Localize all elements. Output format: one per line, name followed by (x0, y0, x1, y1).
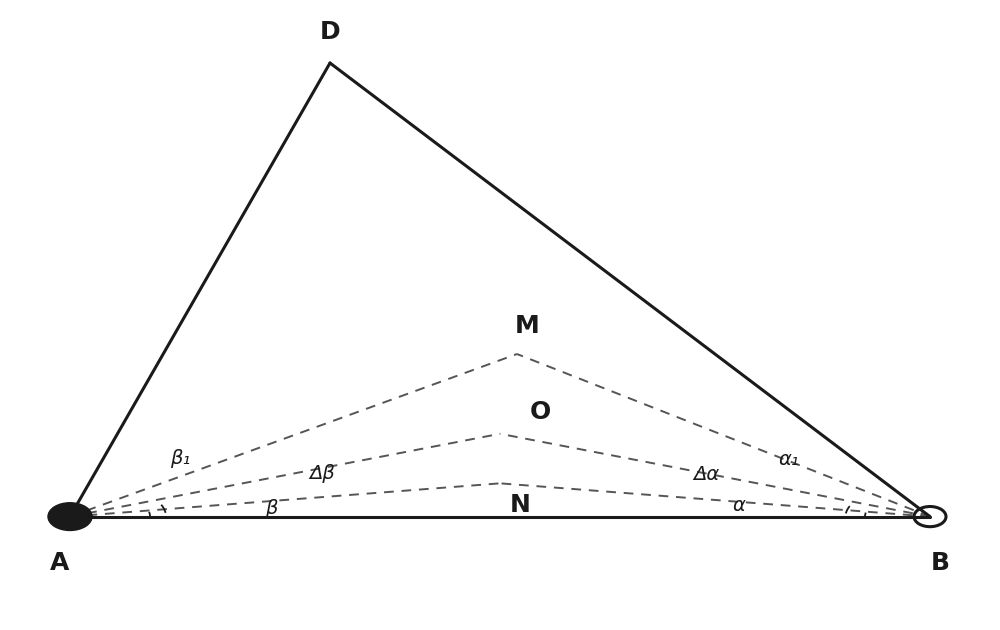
Text: α₁: α₁ (779, 450, 799, 469)
Text: Δα: Δα (694, 464, 720, 484)
Text: Δβ: Δβ (309, 464, 335, 483)
Text: β: β (265, 500, 277, 518)
Text: A: A (50, 551, 70, 575)
Text: M: M (515, 314, 539, 338)
Text: α: α (732, 496, 745, 515)
Text: β₁: β₁ (170, 449, 190, 467)
Text: O: O (529, 400, 551, 425)
Circle shape (48, 503, 92, 530)
Text: B: B (931, 551, 950, 575)
Text: D: D (320, 20, 340, 44)
Text: N: N (510, 493, 530, 517)
